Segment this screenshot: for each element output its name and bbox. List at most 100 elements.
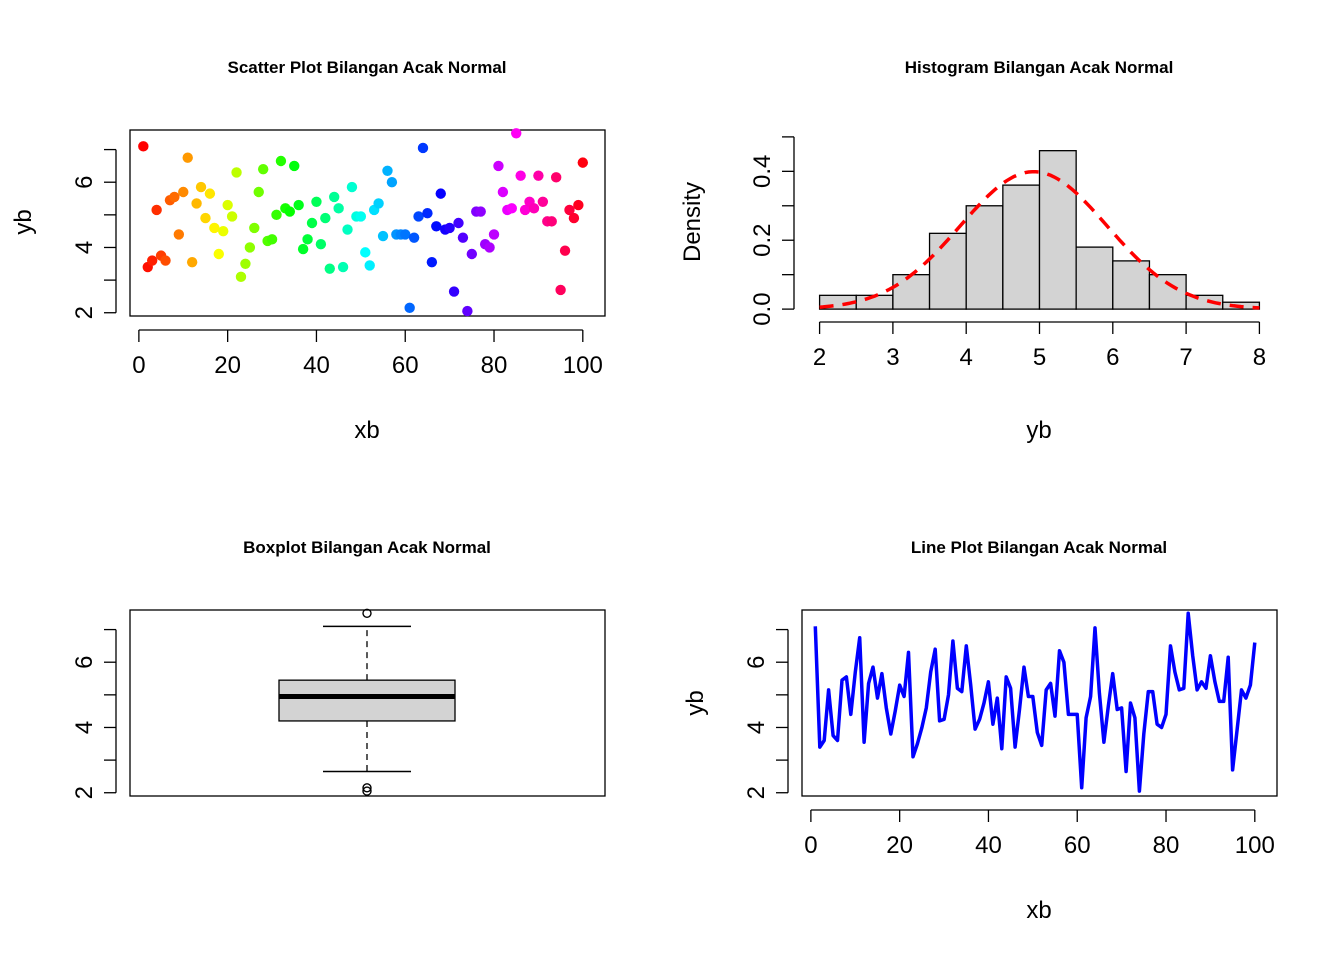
scatter-point: [337, 261, 349, 273]
histogram-xtick-label: 5: [1033, 344, 1046, 371]
scatter-point: [431, 221, 442, 232]
scatter-point: [186, 256, 198, 268]
histogram-xlabel: yb: [1026, 417, 1051, 444]
scatter-point: [577, 157, 589, 168]
scatter-point: [209, 222, 220, 234]
scatter-point: [360, 247, 371, 258]
scatter-point: [537, 196, 549, 207]
scatter-point: [417, 142, 429, 154]
scatter-point: [324, 263, 335, 274]
scatter-point: [315, 239, 327, 250]
scatter-point: [515, 170, 526, 181]
scatter-point: [488, 229, 500, 240]
histogram-bar: [892, 274, 931, 310]
scatter-xtick-label: 0: [132, 352, 145, 379]
histogram-bar: [1112, 260, 1151, 310]
scatter-point: [195, 181, 207, 193]
scatter-ylabel: yb: [10, 209, 37, 234]
scatter-point: [422, 208, 433, 219]
scatter-ytick-label: 6: [71, 176, 98, 189]
scatter-point: [222, 199, 233, 211]
scatter-point: [564, 204, 575, 216]
scatter-point: [297, 243, 309, 255]
scatter-plot-frame: [129, 129, 606, 317]
scatter-point: [146, 255, 158, 266]
scatter-point: [453, 217, 464, 229]
histogram-title: Histogram Bilangan Acak Normal: [905, 58, 1174, 77]
scatter-point: [511, 128, 522, 139]
scatter-point: [151, 204, 162, 216]
scatter-point: [408, 232, 420, 243]
scatter-point: [311, 196, 322, 207]
lineplot-xtick-label: 80: [1153, 832, 1180, 859]
scatter-point: [342, 224, 353, 235]
scatter-point: [226, 211, 238, 222]
boxplot-box: [278, 679, 456, 722]
lineplot-ylabel: yb: [682, 690, 709, 715]
lineplot-xtick-label: 0: [804, 832, 817, 859]
lineplot-xtick-label: 100: [1235, 832, 1275, 859]
lineplot-title: Line Plot Bilangan Acak Normal: [911, 538, 1167, 557]
scatter-ytick-label: 4: [71, 241, 98, 254]
scatter-point: [275, 155, 287, 167]
scatter-point: [284, 206, 296, 217]
scatter-point: [404, 302, 415, 314]
scatter-point: [457, 232, 469, 243]
histogram-xtick-label: 3: [886, 344, 899, 371]
histogram-xtick-label: 2: [813, 344, 826, 371]
lineplot-panel: Line Plot Bilangan Acak Normal xb yb 2 4 6…: [682, 538, 1278, 924]
scatter-point: [493, 160, 504, 172]
lineplot-ytick-label: 6: [743, 656, 770, 669]
scatter-point: [249, 222, 260, 234]
scatter-xtick-label: 100: [563, 352, 603, 379]
scatter-point: [169, 191, 180, 203]
boxplot-outlier: [362, 786, 372, 796]
scatter-title: Scatter Plot Bilangan Acak Normal: [227, 58, 506, 77]
histogram-panel: Histogram Bilangan Acak Normal yb Densit…: [679, 58, 1266, 444]
scatter-xtick-label: 80: [481, 352, 508, 379]
scatter-point: [333, 203, 344, 214]
scatter-xtick-label: 60: [392, 352, 419, 379]
scatter-point: [448, 286, 460, 297]
scatter-point: [413, 211, 424, 222]
scatter-point: [240, 258, 251, 269]
scatter-point: [386, 177, 398, 188]
histogram-ytick-label: 0.4: [749, 155, 776, 188]
scatter-point: [377, 230, 389, 242]
lineplot-xtick-label: 60: [1064, 832, 1091, 859]
histogram-bar: [928, 232, 967, 310]
scatter-point: [528, 203, 540, 214]
boxplot-ytick-label: 2: [71, 786, 98, 799]
scatter-point: [519, 204, 531, 216]
histogram-bar: [1002, 184, 1041, 310]
density-curve: [819, 169, 1260, 310]
scatter-point: [231, 167, 242, 178]
scatter-point: [271, 209, 282, 221]
lineplot-xtick-label: 20: [886, 832, 913, 859]
scatter-point: [138, 141, 149, 152]
scatter-point: [382, 165, 393, 176]
histogram-bar: [1075, 246, 1114, 310]
scatter-point: [213, 248, 224, 260]
scatter-point: [435, 188, 446, 199]
scatter-point: [506, 203, 517, 214]
scatter-point: [218, 225, 229, 237]
lineplot-xtick-label: 40: [975, 832, 1002, 859]
scatter-point: [475, 206, 486, 217]
scatter-xtick-label: 40: [303, 352, 330, 379]
boxplot-ytick-label: 4: [71, 721, 98, 734]
scatter-point: [160, 255, 171, 266]
scatter-point: [204, 188, 216, 199]
scatter-point: [346, 181, 358, 193]
histogram-bar: [1038, 150, 1077, 310]
scatter-point: [546, 216, 557, 227]
scatter-point: [355, 211, 367, 222]
scatter-point: [555, 284, 566, 296]
boxplot-panel: Boxplot Bilangan Acak Normal 2 4 6: [71, 538, 606, 799]
scatter-point: [191, 198, 202, 209]
scatter-point: [400, 229, 411, 240]
scatter-point: [466, 248, 478, 260]
histogram-ylabel: Density: [679, 182, 706, 262]
boxplot-outlier: [362, 783, 372, 793]
